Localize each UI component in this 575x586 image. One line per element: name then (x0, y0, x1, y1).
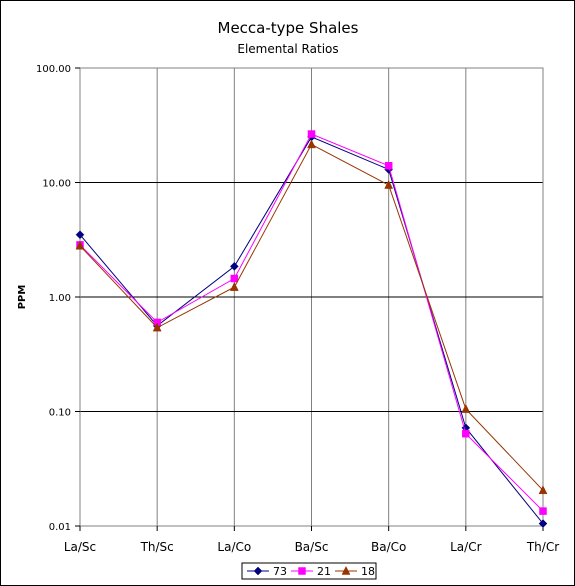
data-point-21 (230, 274, 239, 283)
y-tick-label: 0.01 (49, 522, 71, 533)
y-tick-label: 100.00 (36, 64, 71, 75)
data-point-21 (539, 507, 547, 515)
series (75, 130, 548, 528)
data-point-73 (538, 519, 548, 528)
data-point-18 (307, 139, 316, 149)
data-point-18 (152, 322, 162, 332)
series-18 (75, 139, 548, 495)
legend-entry-73: 73 (247, 565, 287, 578)
x-tick-label: La/Co (217, 540, 251, 554)
chart-subtitle: Elemental Ratios (237, 42, 338, 56)
data-point-18 (461, 404, 471, 413)
x-tick-label: La/Cr (450, 540, 481, 554)
legend-swatch-marker (298, 567, 306, 575)
x-tick-label: Ba/Sc (295, 540, 329, 554)
legend: 73 21 18 (241, 562, 377, 580)
data-point-18 (384, 179, 394, 189)
data-point-18 (229, 282, 239, 291)
x-tick-label: La/Sc (64, 540, 96, 554)
data-point-21 (384, 162, 393, 170)
data-point-21 (462, 429, 470, 438)
y-axis-label: PPM (17, 285, 28, 310)
data-point-21 (307, 130, 316, 138)
data-point-18 (538, 485, 548, 495)
legend-label: 21 (317, 565, 331, 578)
y-tick-label: 1.00 (49, 293, 71, 304)
data-point-73 (229, 262, 239, 271)
y-tick-label: 10.00 (42, 179, 71, 190)
legend-swatch-marker (253, 566, 263, 576)
x-tick-label: Ba/Co (371, 540, 406, 554)
legend-entry-21: 21 (291, 565, 331, 578)
axes: 100.00 10.00 1.00 0.10 0.01 La/Sc Th/Sc La/Co Ba… (36, 64, 559, 554)
data-point-73 (75, 230, 85, 240)
x-tick-label: Th/Sc (140, 540, 174, 554)
x-tick-label: Th/Cr (526, 540, 559, 554)
legend-label: 18 (361, 565, 375, 578)
y-tick-label: 0.10 (49, 408, 71, 419)
legend-label: 73 (273, 565, 287, 578)
data-point-18 (75, 240, 85, 250)
legend-swatch-marker (341, 565, 351, 575)
legend-entry-18: 18 (335, 565, 375, 578)
chart-title: Mecca-type Shales (218, 19, 359, 37)
